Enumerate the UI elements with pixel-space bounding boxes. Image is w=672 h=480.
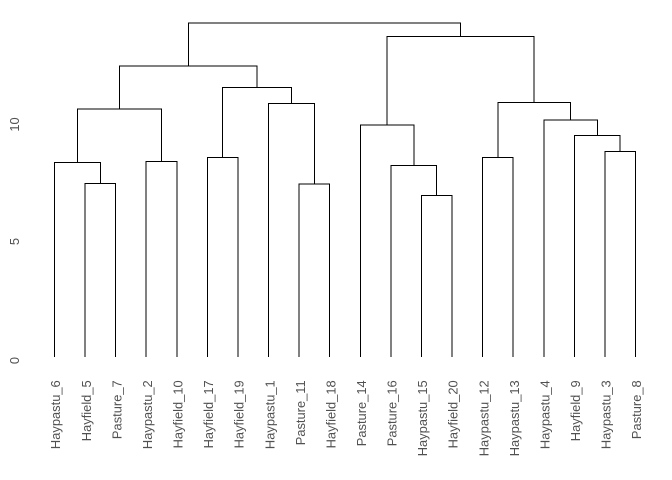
svg-text:Haypastu_13: Haypastu_13 [507,380,522,456]
svg-text:Haypastu_12: Haypastu_12 [476,380,491,456]
svg-text:Haypastu_6: Haypastu_6 [48,380,63,449]
svg-text:5: 5 [7,238,22,245]
svg-text:Haypastu_2: Haypastu_2 [140,380,155,449]
svg-text:Haypastu_15: Haypastu_15 [415,380,430,456]
svg-text:Hayfield_9: Hayfield_9 [568,380,583,441]
svg-text:Hayfield_5: Hayfield_5 [79,380,94,441]
svg-text:Hayfield_18: Hayfield_18 [323,380,338,448]
svg-text:Pasture_7: Pasture_7 [109,380,124,439]
svg-text:Hayfield_20: Hayfield_20 [446,380,461,448]
svg-text:Hayfield_10: Hayfield_10 [171,380,186,448]
svg-text:0: 0 [7,357,22,364]
svg-text:Pasture_16: Pasture_16 [385,380,400,446]
svg-text:Pasture_11: Pasture_11 [293,380,308,445]
svg-text:Hayfield_17: Hayfield_17 [201,380,216,448]
svg-text:Hayfield_19: Hayfield_19 [232,380,247,448]
svg-text:Haypastu_4: Haypastu_4 [537,380,552,449]
svg-text:Pasture_14: Pasture_14 [354,380,369,446]
svg-text:Haypastu_1: Haypastu_1 [262,380,277,449]
svg-text:Haypastu_3: Haypastu_3 [599,380,614,449]
svg-text:Pasture_8: Pasture_8 [629,380,644,439]
svg-text:10: 10 [7,117,22,131]
